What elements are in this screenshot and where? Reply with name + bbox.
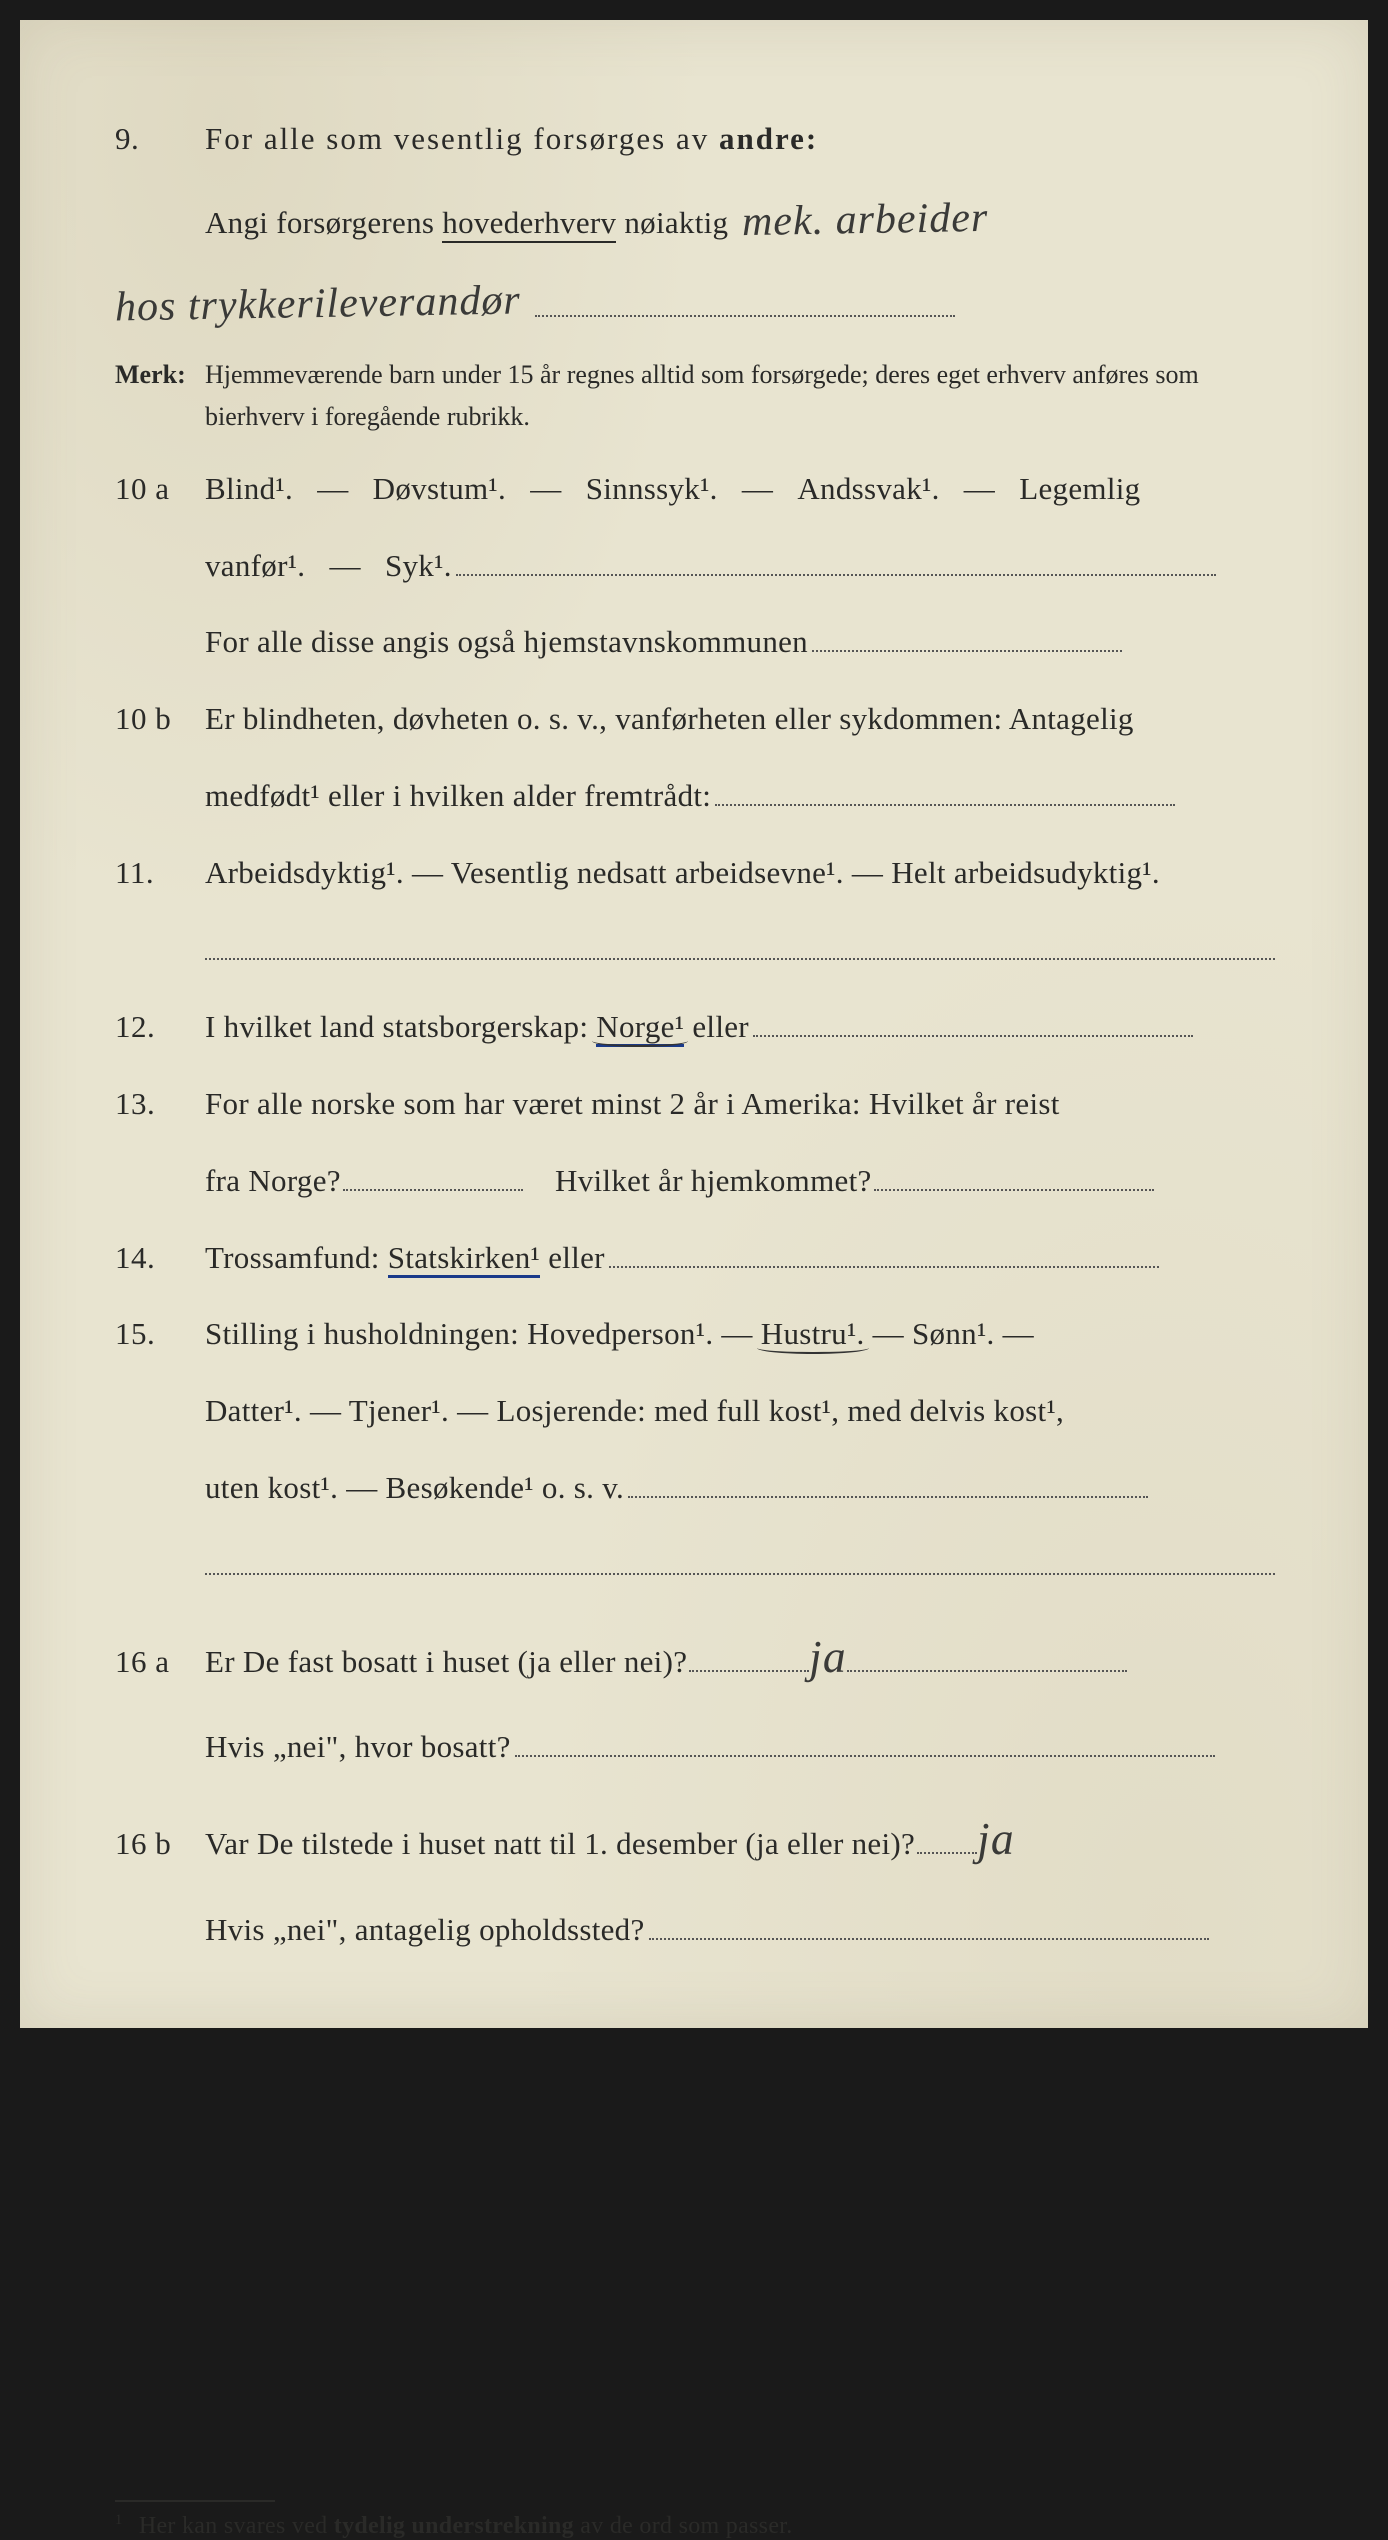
q9-handwriting-1: mek. arbeider xyxy=(742,179,990,263)
fill-line xyxy=(205,932,1275,960)
underlined-statskirken: Statskirken¹ xyxy=(388,1240,540,1278)
merk-label: Merk: xyxy=(115,354,205,437)
footnote-marker: 1 xyxy=(115,2512,123,2528)
merk-note: Merk: Hjemmeværende barn under 15 år reg… xyxy=(115,354,1288,437)
fill-line xyxy=(343,1162,523,1190)
q11-number: 11. xyxy=(115,844,205,903)
q9-number: 9. xyxy=(115,110,205,169)
q9-body1: For alle som vesentlig forsørges av andr… xyxy=(205,110,1288,169)
q10b-line2: medfødt¹ eller i hvilken alder fremtrådt… xyxy=(115,767,1288,826)
q16a-number: 16 a xyxy=(115,1633,205,1692)
fill-line xyxy=(628,1470,1148,1498)
q9-body2: Angi forsørgerens hovederhverv nøiaktig … xyxy=(205,181,1288,261)
q14: 14. Trossamfund: Statskirken¹ eller xyxy=(115,1229,1288,1288)
q11: 11. Arbeidsdyktig¹. — Vesentlig nedsatt … xyxy=(115,844,1288,903)
q13-line2: fra Norge? Hvilket år hjemkommet? xyxy=(115,1152,1288,1211)
fill-line xyxy=(874,1162,1154,1190)
q15-line1: 15. Stilling i husholdningen: Hovedperso… xyxy=(115,1305,1288,1364)
q9-line1: 9. For alle som vesentlig forsørges av a… xyxy=(115,110,1288,169)
q10b-line1: 10 b Er blindheten, døvheten o. s. v., v… xyxy=(115,690,1288,749)
q14-number: 14. xyxy=(115,1229,205,1288)
census-form-page: 9. For alle som vesentlig forsørges av a… xyxy=(20,20,1368,2028)
q9-line2: Angi forsørgerens hovederhverv nøiaktig … xyxy=(115,181,1288,261)
q16a-line2: Hvis „nei", hvor bosatt? xyxy=(115,1718,1288,1777)
fill-line xyxy=(689,1644,809,1672)
q15-number: 15. xyxy=(115,1305,205,1364)
footnote-rule xyxy=(115,2500,275,2502)
q15-line2: Datter¹. — Tjener¹. — Losjerende: med fu… xyxy=(115,1382,1288,1441)
fill-line xyxy=(649,1911,1209,1939)
q15-extra-line xyxy=(115,1536,1288,1595)
q11-extra-line xyxy=(115,921,1288,980)
fill-line xyxy=(917,1826,977,1854)
q10a-line3: For alle disse angis også hjemstavnskomm… xyxy=(115,613,1288,672)
q13-line1: 13. For alle norske som har været minst … xyxy=(115,1075,1288,1134)
q12: 12. I hvilket land statsborgerskap: Norg… xyxy=(115,998,1288,1057)
underlined-norge: Norge¹ xyxy=(596,1009,684,1044)
q16b-line2: Hvis „nei", antagelig opholdssted? xyxy=(115,1901,1288,1960)
fill-line xyxy=(812,624,1122,652)
q9-line3: hos trykkerileverandør xyxy=(115,265,1288,345)
q9-handwriting-2: hos trykkerileverandør xyxy=(114,261,521,348)
footnote: 1 Her kan svares ved tydelig understrekn… xyxy=(115,2512,1288,2540)
q16b-line1: 16 b Var De tilstede i huset natt til 1.… xyxy=(115,1795,1288,1882)
q15-line3: uten kost¹. — Besøkende¹ o. s. v. xyxy=(115,1459,1288,1518)
fill-line xyxy=(847,1644,1127,1672)
underlined-hustru: Hustru¹. xyxy=(761,1316,865,1351)
fill-line xyxy=(515,1729,1215,1757)
q10a-line1: 10 a Blind¹. — Døvstum¹. — Sinnssyk¹. — … xyxy=(115,460,1288,519)
q16a-handwriting: ja xyxy=(809,1613,848,1701)
fill-line xyxy=(715,778,1175,806)
fill-line xyxy=(456,547,1216,575)
q16b-number: 16 b xyxy=(115,1815,205,1874)
q16a-line1: 16 a Er De fast bosatt i huset (ja eller… xyxy=(115,1613,1288,1700)
fill-line xyxy=(753,1009,1193,1037)
fill-line xyxy=(205,1547,1275,1575)
q10a-number: 10 a xyxy=(115,460,205,519)
fill-line xyxy=(535,288,955,316)
q13-number: 13. xyxy=(115,1075,205,1134)
q10b-number: 10 b xyxy=(115,690,205,749)
merk-text: Hjemmeværende barn under 15 år regnes al… xyxy=(205,354,1288,437)
q12-number: 12. xyxy=(115,998,205,1057)
q10a-line2: vanfør¹. — Syk¹. xyxy=(115,537,1288,596)
q16b-handwriting: ja xyxy=(976,1795,1015,1883)
fill-line xyxy=(609,1239,1159,1267)
